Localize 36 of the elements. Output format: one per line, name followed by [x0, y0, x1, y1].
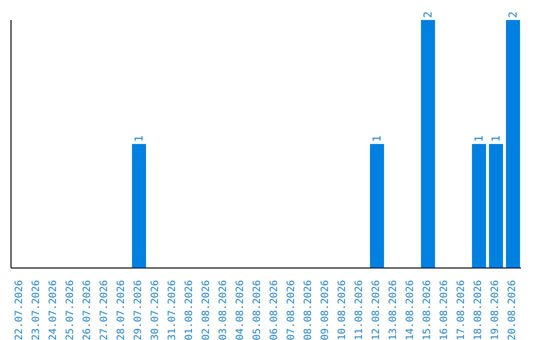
x-tick-label: 16.08.2026 [439, 280, 450, 340]
data-label: 2 [422, 11, 434, 18]
x-tick-label: 24.07.2026 [48, 280, 59, 340]
x-tick-label: 09.08.2026 [320, 280, 331, 340]
x-tick-label: 12.08.2026 [371, 280, 382, 340]
x-tick-label: 27.07.2026 [99, 280, 110, 340]
x-tick-label: 15.08.2026 [422, 280, 433, 340]
x-tick-label: 14.08.2026 [405, 280, 416, 340]
x-tick-label: 25.07.2026 [65, 280, 76, 340]
x-tick-label: 23.07.2026 [31, 280, 42, 340]
x-tick-label: 28.07.2026 [116, 280, 127, 340]
x-tick-label: 31.07.2026 [167, 280, 178, 340]
x-tick-label: 19.08.2026 [490, 280, 501, 340]
x-tick-label: 30.07.2026 [150, 280, 161, 340]
x-tick-label: 17.08.2026 [456, 280, 467, 340]
x-tick-label: 22.07.2026 [14, 280, 25, 340]
data-label: 1 [370, 135, 384, 142]
data-label: 1 [132, 135, 146, 142]
x-tick-label: 02.08.2026 [201, 280, 212, 340]
x-tick-label: 05.08.2026 [252, 280, 263, 340]
x-tick-label: 07.08.2026 [286, 280, 297, 340]
x-tick-label: 20.08.2026 [507, 280, 518, 340]
x-tick-label: 26.07.2026 [82, 280, 93, 340]
data-label: 1 [472, 135, 486, 142]
x-tick-label: 06.08.2026 [269, 280, 280, 340]
data-label: 2 [506, 11, 520, 18]
x-tick-label: 04.08.2026 [235, 280, 246, 340]
x-tick-label: 11.08.2026 [354, 280, 365, 340]
x-tick-label: 08.08.2026 [303, 280, 314, 340]
data-label: 1 [490, 135, 502, 142]
x-tick-label: 13.08.2026 [388, 280, 399, 340]
x-tick-label: 10.08.2026 [337, 280, 348, 340]
x-tick-label: 03.08.2026 [218, 280, 229, 340]
x-tick-label: 29.07.2026 [133, 280, 144, 340]
x-tick-label: 18.08.2026 [473, 280, 484, 340]
x-tick-label: 01.08.2026 [184, 280, 195, 340]
